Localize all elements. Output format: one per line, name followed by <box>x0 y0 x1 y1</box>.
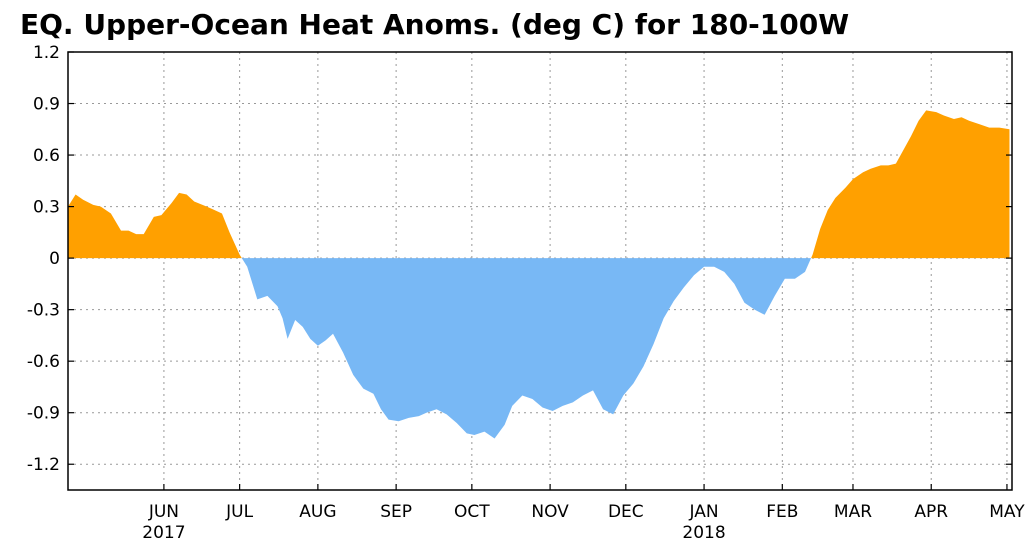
x-tick-label: APR <box>914 502 948 522</box>
axis-ticks <box>68 51 1012 490</box>
x-tick-label: JUL <box>225 502 253 522</box>
y-tick-label: 1.2 <box>33 43 60 63</box>
y-tick-label: -0.9 <box>27 404 60 424</box>
x-tick-label: JAN <box>689 502 719 522</box>
year-label: 2018 <box>682 523 725 543</box>
year-label: 2017 <box>142 523 185 543</box>
y-tick-label: -0.3 <box>27 301 60 321</box>
y-tick-label: 0.9 <box>33 95 60 115</box>
negative-anomaly-area <box>241 258 812 439</box>
x-tick-label: MAR <box>834 502 872 522</box>
y-tick-label: 0.3 <box>33 198 60 218</box>
chart-title: EQ. Upper-Ocean Heat Anoms. (deg C) for … <box>20 8 849 41</box>
positive-anomaly-area <box>811 110 1010 259</box>
x-tick-label: AUG <box>299 502 336 522</box>
y-tick-label: -0.6 <box>27 352 60 372</box>
y-axis-tick-labels: 1.2 0.9 0.6 0.3 0 -0.3 -0.6 -0.9 -1.2 <box>27 43 60 475</box>
x-tick-label: JUN <box>148 502 179 522</box>
data-area <box>68 110 1010 439</box>
positive-anomaly-area <box>68 192 242 259</box>
x-tick-label: OCT <box>454 502 490 522</box>
x-tick-label: FEB <box>766 502 798 522</box>
y-tick-label: -1.2 <box>27 455 60 475</box>
y-tick-label: 0 <box>49 249 60 269</box>
y-tick-label: 0.6 <box>33 146 60 166</box>
x-tick-label: DEC <box>608 502 644 522</box>
x-tick-label: NOV <box>531 502 569 522</box>
plot-frame <box>67 51 1013 491</box>
x-tick-label: MAY <box>989 502 1025 522</box>
x-axis-tick-labels: JUN JUL AUG SEP OCT NOV DEC JAN FEB MAR APR MAY 2017… <box>142 502 1025 543</box>
x-tick-label: SEP <box>380 502 412 522</box>
